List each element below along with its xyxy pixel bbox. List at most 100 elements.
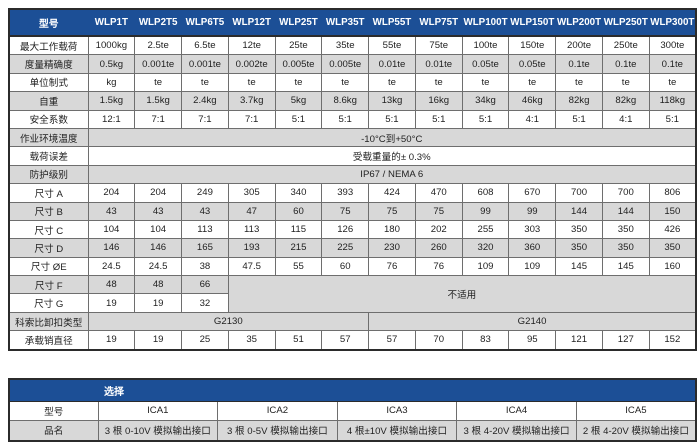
- spec-cell: 7:1: [134, 109, 183, 129]
- spec-cell: 424: [368, 183, 416, 203]
- spec-cell: te: [134, 72, 183, 93]
- row-label: 尺寸 C: [8, 219, 89, 240]
- spec-cell: 83: [461, 330, 510, 351]
- spec-cell: 55: [274, 256, 323, 277]
- spec-cell: te: [414, 72, 463, 93]
- spec-cell: 0.01te: [368, 54, 416, 74]
- spec-cell: 0.002te: [227, 54, 276, 74]
- row-label: 科索比卸扣类型: [8, 311, 89, 332]
- spec-row: 尺寸 ØE 24.5 24.5 38 47.5 55 60 76 76 109 109 145 145 1…: [8, 256, 697, 277]
- spec-cell: 12te: [227, 35, 276, 56]
- spec-cell: 152: [648, 330, 697, 351]
- spec-cell: te: [368, 72, 416, 93]
- spec-cell: 8.6kg: [321, 91, 370, 111]
- row-label: 安全系数: [8, 109, 89, 129]
- spec-row: 尺寸 F 48 48 66 不适用: [8, 275, 697, 313]
- model-header: WLP55T: [368, 8, 416, 37]
- spec-cell: 5:1: [414, 109, 463, 129]
- option-cell: 2 根 4-20V 模拟输出接口: [575, 420, 697, 442]
- spec-cell: 19: [134, 330, 183, 351]
- spec-cell: 2.5te: [134, 35, 183, 56]
- spec-row: 尺寸 B 43 43 43 47 60 75 75 75 99 99 144 144 150: [8, 201, 697, 221]
- spec-cell: 230: [368, 238, 416, 258]
- spec-cell: 104: [134, 219, 183, 240]
- spec-cell: 66: [181, 275, 229, 295]
- spec-cell: 0.1te: [601, 54, 650, 74]
- row-label: 最大工作载荷: [8, 35, 89, 56]
- spec-cell: 47: [227, 201, 276, 221]
- spec-cell: 300te: [648, 35, 697, 56]
- option-cell: ICA3: [336, 400, 458, 422]
- model-header: WLP75T: [414, 8, 463, 37]
- spec-corner-header: 型号: [8, 8, 89, 37]
- spec-row: 尺寸 A 204 204 249 305 340 393 424 470 608 670 700 700…: [8, 183, 697, 203]
- spec-cell: 0.005te: [274, 54, 323, 74]
- spec-cell: 200te: [555, 35, 603, 56]
- spec-cell: 5:1: [555, 109, 603, 129]
- spec-cell: 0.001te: [181, 54, 229, 74]
- spec-cell: 7:1: [227, 109, 276, 129]
- options-row: 品名 3 根 0-10V 模拟输出接口 3 根 0-5V 模拟输出接口 4 根±10V…: [8, 420, 697, 442]
- spec-cell: 75: [414, 201, 463, 221]
- spec-cell: 95: [508, 330, 557, 351]
- spec-cell: 118kg: [648, 91, 697, 111]
- spec-cell: 76: [368, 256, 416, 277]
- spec-cell: 144: [601, 201, 650, 221]
- spec-cell: 146: [87, 238, 136, 258]
- spec-cell: 43: [87, 201, 136, 221]
- spec-cell: 0.01te: [414, 54, 463, 74]
- spec-cell: 350: [648, 238, 697, 258]
- spec-cell: 250te: [601, 35, 650, 56]
- spec-cell: 12:1: [87, 109, 136, 129]
- spec-row: 最大工作载荷 1000kg 2.5te 6.5te 12te 25te 35te 55te 75…: [8, 35, 697, 56]
- spec-cell: 340: [274, 183, 323, 203]
- spec-cell: 5kg: [274, 91, 323, 111]
- spec-cell: 320: [461, 238, 510, 258]
- spec-cell: 0.05te: [461, 54, 510, 74]
- spec-cell: 19: [87, 330, 136, 351]
- row-label: 品名: [8, 420, 99, 442]
- spec-row: 载荷误差 受载重量的± 0.3%: [8, 146, 697, 166]
- spec-cell: 13kg: [368, 91, 416, 111]
- spec-cell: 109: [461, 256, 510, 277]
- spec-cell: 393: [321, 183, 370, 203]
- spec-cell: 1.5kg: [87, 91, 136, 111]
- spec-cell: 75te: [414, 35, 463, 56]
- spec-cell: 60: [274, 201, 323, 221]
- spec-cell: 57: [368, 330, 416, 351]
- row-label: 单位制式: [8, 72, 89, 93]
- spec-cell: 255: [461, 219, 510, 240]
- spec-cell: 225: [321, 238, 370, 258]
- spec-cell: 75: [321, 201, 370, 221]
- spec-cell: 76: [414, 256, 463, 277]
- spec-cell: 38: [181, 256, 229, 277]
- spec-cell: 113: [227, 219, 276, 240]
- spec-cell: 127: [601, 330, 650, 351]
- spec-cell: 700: [601, 183, 650, 203]
- spec-cell: 145: [601, 256, 650, 277]
- spec-cell: 145: [555, 256, 603, 277]
- spec-cell: 43: [134, 201, 183, 221]
- spec-cell: 260: [414, 238, 463, 258]
- spec-cell: 75: [368, 201, 416, 221]
- spec-cell: 360: [508, 238, 557, 258]
- shackle-type-cell: G2130: [87, 311, 370, 332]
- spec-cell: 5:1: [368, 109, 416, 129]
- spec-row: 尺寸 G 19 19 32: [8, 293, 696, 313]
- spec-cell: 100te: [461, 35, 510, 56]
- options-table-body: 型号 ICA1 ICA2 ICA3 ICA4 ICA5 品名 3 根 0-10V 模拟输出接口…: [8, 400, 697, 442]
- spec-cell: 32: [181, 293, 229, 313]
- spec-row: 作业环境温度 -10°C到+50°C: [8, 127, 697, 148]
- model-header: WLP100T: [461, 8, 510, 37]
- spec-row: 承载销直径 19 19 25 35 51 57 57 70 83 95 121 127 152: [8, 330, 697, 351]
- model-header: WLP25T: [274, 8, 323, 37]
- row-label: 度量精确度: [8, 54, 89, 74]
- spec-cell: 160: [648, 256, 697, 277]
- options-title-row: 选择: [8, 378, 697, 402]
- spec-cell: 249: [181, 183, 229, 203]
- spec-cell: 48: [134, 275, 183, 295]
- spec-cell: te: [461, 72, 510, 93]
- spec-cell: 150: [648, 201, 697, 221]
- spec-cell: te: [227, 72, 276, 93]
- spec-cell: 0.005te: [321, 54, 370, 74]
